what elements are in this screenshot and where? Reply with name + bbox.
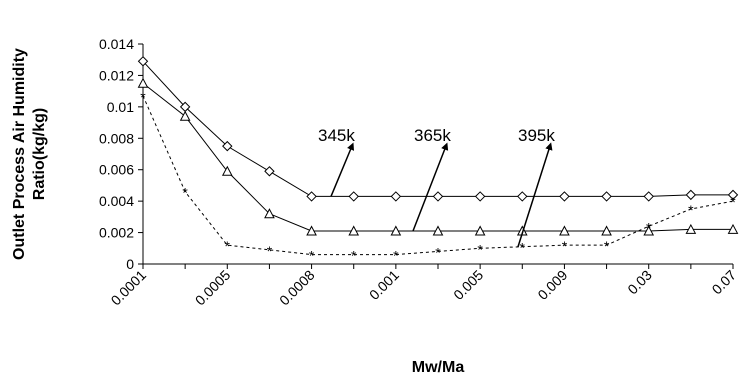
y-tick-label: 0	[126, 256, 134, 272]
data-point-365k	[137, 77, 149, 88]
data-point-345k	[474, 191, 486, 202]
annotation-arrow-365k	[412, 142, 449, 232]
annotation-label-345k: 345k	[318, 126, 355, 145]
data-point-345k	[601, 191, 612, 202]
annotation-label-365k: 365k	[414, 126, 451, 145]
data-point-395k: *	[562, 238, 568, 254]
data-point-365k	[179, 110, 191, 121]
data-point-395k: *	[140, 89, 146, 105]
data-point-365k	[727, 223, 739, 234]
data-point-345k	[348, 191, 359, 202]
x-tick-label: 0.001	[366, 267, 402, 303]
data-point-365k	[221, 165, 233, 176]
data-point-345k	[137, 56, 149, 67]
data-point-365k	[432, 225, 444, 236]
data-point-395k: *	[393, 248, 399, 264]
y-tick-label: 0.012	[99, 67, 134, 83]
series-line-365k	[142, 82, 733, 232]
x-axis-title: Mw/Ma	[412, 359, 465, 376]
data-point-345k	[306, 191, 317, 202]
y-tick-label: 0.014	[99, 36, 134, 52]
data-point-345k	[727, 189, 739, 201]
data-point-395k: *	[267, 243, 273, 259]
x-tick-label: 0.009	[534, 267, 570, 303]
data-point-365k	[264, 208, 275, 219]
x-tick-label: 0.0008	[276, 267, 318, 309]
x-tick-label: 0.03	[624, 267, 655, 298]
data-point-365k	[306, 225, 317, 236]
data-point-345k	[222, 140, 233, 152]
data-point-395k: *	[520, 240, 526, 256]
y-tick-label: 0.004	[99, 193, 134, 209]
data-point-395k: *	[225, 238, 231, 254]
data-point-395k: *	[646, 219, 652, 235]
data-point-395k: *	[309, 248, 315, 264]
data-point-395k: *	[182, 185, 188, 201]
data-point-365k	[643, 225, 655, 236]
data-point-395k: *	[477, 241, 483, 257]
data-point-395k: *	[604, 238, 610, 254]
x-tick-label: 0.0005	[192, 267, 234, 309]
y-tick-label: 0.01	[107, 99, 134, 115]
data-point-345k	[559, 191, 570, 202]
y-axis-title-line2: Ratio(kg/kg)	[31, 108, 48, 200]
data-point-365k	[390, 225, 402, 236]
series-line-395k	[142, 95, 734, 256]
data-point-365k	[348, 225, 360, 236]
y-tick-label: 0.002	[99, 225, 134, 241]
annotation-arrow-345k	[330, 142, 355, 197]
y-axis-title-line1: Outlet Process Air Humidity	[11, 48, 28, 260]
data-point-395k: *	[688, 202, 694, 218]
x-tick-label: 0.07	[709, 267, 739, 298]
data-point-345k	[643, 191, 654, 202]
data-point-345k	[685, 189, 697, 201]
annotation-label-395k: 395k	[518, 126, 555, 145]
y-tick-label: 0.008	[99, 130, 134, 146]
x-tick-label: 0.0001	[108, 267, 150, 309]
data-point-345k	[264, 166, 275, 177]
data-point-395k: *	[730, 194, 736, 210]
y-tick-label: 0.006	[99, 162, 134, 178]
x-tick-label: 0.005	[450, 267, 486, 303]
annotation-arrow-395k	[517, 142, 553, 247]
data-point-345k	[517, 191, 528, 202]
data-point-345k	[432, 191, 444, 202]
data-point-395k: *	[435, 244, 441, 260]
data-point-395k: *	[351, 248, 357, 264]
data-point-345k	[390, 191, 402, 202]
data-point-365k	[601, 225, 612, 236]
data-point-365k	[559, 225, 570, 236]
data-point-365k	[474, 225, 486, 236]
data-point-365k	[685, 223, 697, 234]
